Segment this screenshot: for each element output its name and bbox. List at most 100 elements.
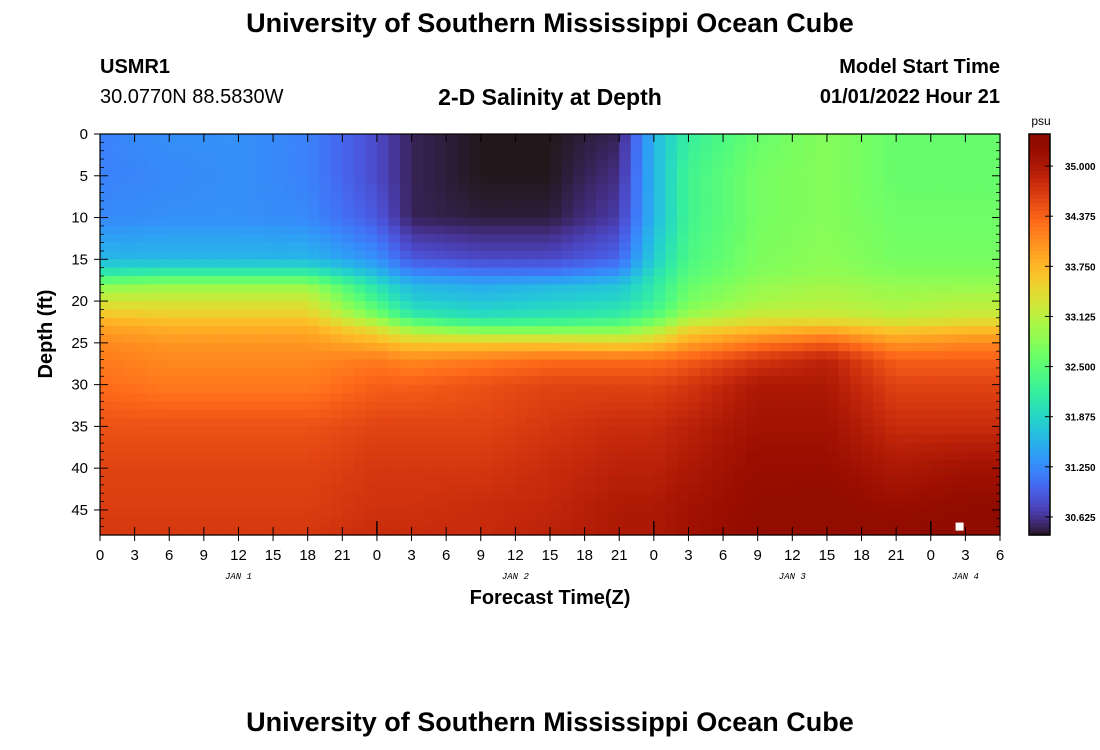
- heatmap-cell: [792, 292, 805, 302]
- heatmap-cell: [596, 359, 609, 369]
- heatmap-cell: [238, 259, 251, 269]
- heatmap-cell: [919, 317, 932, 327]
- colorbar-segment: [1029, 458, 1050, 464]
- heatmap-cell: [215, 459, 228, 469]
- heatmap-cell: [515, 150, 528, 160]
- heatmap-cell: [123, 401, 136, 411]
- heatmap-cell: [780, 242, 793, 252]
- heatmap-cell: [538, 284, 551, 294]
- heatmap-cell: [480, 468, 493, 478]
- heatmap-cell: [261, 409, 274, 419]
- heatmap-cell: [434, 376, 447, 386]
- heatmap-cell: [192, 192, 205, 202]
- heatmap-cell: [469, 142, 482, 152]
- heatmap-cell: [538, 468, 551, 478]
- heatmap-cell: [607, 209, 620, 219]
- heatmap-cell: [826, 317, 840, 327]
- heatmap-cell: [700, 309, 713, 319]
- heatmap-cell: [700, 392, 713, 402]
- heatmap-cell: [307, 301, 320, 311]
- heatmap-cell: [815, 443, 828, 453]
- heatmap-cell: [561, 409, 574, 419]
- heatmap-cell: [642, 159, 655, 169]
- heatmap-cell: [676, 200, 690, 210]
- heatmap-cell: [873, 384, 886, 394]
- heatmap-cell: [469, 317, 482, 327]
- heatmap-cell: [676, 292, 690, 302]
- heatmap-cell: [526, 459, 540, 469]
- heatmap-cell: [146, 434, 159, 444]
- heatmap-cell: [111, 250, 124, 260]
- heatmap-cell: [100, 509, 113, 519]
- heatmap-cell: [400, 267, 413, 277]
- heatmap-cell: [919, 518, 932, 528]
- heatmap-cell: [261, 367, 274, 377]
- heatmap-cell: [907, 468, 920, 478]
- heatmap-cell: [192, 259, 205, 269]
- heatmap-cell: [330, 267, 343, 277]
- heatmap-cell: [815, 192, 828, 202]
- heatmap-cell: [284, 309, 297, 319]
- heatmap-cell: [353, 225, 366, 235]
- heatmap-cell: [780, 267, 793, 277]
- heatmap-cell: [919, 159, 932, 169]
- heatmap-cell: [896, 409, 909, 419]
- heatmap-cell: [434, 309, 447, 319]
- heatmap-cell: [215, 326, 228, 336]
- heatmap-cell: [884, 418, 897, 427]
- heatmap-cell: [769, 418, 782, 427]
- heatmap-cell: [850, 284, 863, 294]
- heatmap-cell: [169, 276, 182, 285]
- heatmap-cell: [457, 434, 470, 444]
- heatmap-cell: [342, 142, 355, 152]
- heatmap-cell: [157, 301, 170, 311]
- heatmap-cell: [319, 259, 332, 269]
- heatmap-cell: [596, 209, 609, 219]
- heatmap-cell: [711, 359, 724, 369]
- heatmap-cell: [861, 276, 874, 285]
- heatmap-cell: [630, 284, 643, 294]
- heatmap-cell: [526, 267, 540, 277]
- heatmap-cell: [250, 250, 263, 260]
- heatmap-cell: [573, 459, 586, 469]
- heatmap-cell: [123, 301, 136, 311]
- heatmap-cell: [769, 301, 782, 311]
- heatmap-cell: [503, 159, 516, 169]
- heatmap-cell: [503, 367, 516, 377]
- heatmap-cell: [307, 276, 320, 285]
- heatmap-cell: [815, 134, 828, 143]
- heatmap-cell: [111, 401, 124, 411]
- heatmap-cell: [238, 134, 251, 143]
- heatmap-cell: [884, 225, 897, 235]
- heatmap-cell: [134, 209, 147, 219]
- heatmap-cell: [861, 167, 874, 177]
- heatmap-cell: [538, 334, 551, 344]
- heatmap-cell: [480, 392, 493, 402]
- heatmap-cell: [342, 317, 355, 327]
- heatmap-cell: [423, 217, 436, 227]
- heatmap-cell: [226, 284, 240, 294]
- heatmap-cell: [884, 317, 897, 327]
- heatmap-cell: [469, 159, 482, 169]
- heatmap-cell: [376, 334, 390, 344]
- heatmap-cell: [376, 493, 390, 503]
- heatmap-cell: [146, 418, 159, 427]
- heatmap-cell: [400, 501, 413, 511]
- heatmap-cell: [100, 493, 113, 503]
- heatmap-cell: [169, 509, 182, 519]
- heatmap-cell: [884, 351, 897, 361]
- heatmap-cell: [457, 175, 470, 185]
- heatmap-cell: [100, 351, 113, 361]
- heatmap-cell: [665, 468, 678, 478]
- heatmap-cell: [123, 418, 136, 427]
- heatmap-cell: [838, 309, 851, 319]
- heatmap-cell: [780, 367, 793, 377]
- heatmap-cell: [711, 501, 724, 511]
- heatmap-cell: [850, 384, 863, 394]
- heatmap-cell: [665, 459, 678, 469]
- colorbar-segment: [1029, 494, 1050, 500]
- heatmap-cell: [526, 392, 540, 402]
- heatmap-cell: [792, 493, 805, 503]
- heatmap-cell: [573, 518, 586, 528]
